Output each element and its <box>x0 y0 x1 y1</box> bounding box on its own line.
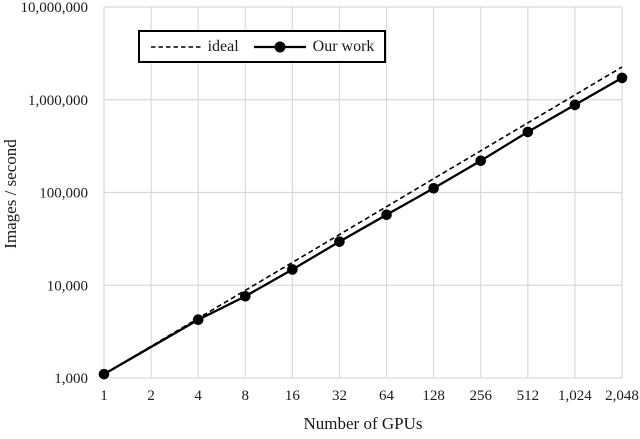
data-point-marker <box>98 368 110 380</box>
data-point-marker <box>239 291 251 302</box>
x-tick-label: 2,048 <box>605 388 639 404</box>
legend-item-ideal: ideal <box>150 38 239 56</box>
x-tick-label: 8 <box>242 388 250 404</box>
y-tick-label: 100,000 <box>39 186 88 202</box>
x-tick-label: 1 <box>100 388 108 404</box>
x-tick-label: 2 <box>147 388 155 404</box>
data-point-marker <box>616 72 628 84</box>
data-point-marker <box>569 99 581 111</box>
x-tick-label: 4 <box>194 388 202 404</box>
y-tick-label: 1,000,000 <box>28 93 88 109</box>
x-tick-label: 16 <box>285 388 301 404</box>
data-point-marker <box>334 236 345 247</box>
data-point-marker <box>428 182 439 194</box>
x-tick-label: 256 <box>469 388 492 404</box>
legend-label-our-work: Our work <box>312 37 375 55</box>
data-point-marker <box>192 314 204 326</box>
x-tick-label: 512 <box>517 388 540 404</box>
solid-line-marker-icon <box>253 41 306 52</box>
legend: ideal Our work <box>138 30 386 63</box>
x-tick-label: 128 <box>422 388 445 404</box>
y-tick-label: 1,000 <box>54 371 88 387</box>
x-tick-label: 32 <box>332 388 347 404</box>
dashed-line-icon <box>150 45 201 48</box>
y-axis-title: Images / second <box>1 139 20 249</box>
x-tick-label: 1,024 <box>558 388 592 404</box>
y-tick-label: 10,000,000 <box>21 0 89 16</box>
data-point-marker <box>522 126 534 138</box>
y-tick-label: 10,000 <box>47 278 88 294</box>
legend-label-ideal: ideal <box>207 37 239 55</box>
series-line-our-work <box>103 76 623 376</box>
x-tick-label: 64 <box>379 388 395 404</box>
data-point-marker <box>381 209 392 221</box>
x-axis-title: Number of GPUs <box>303 414 423 433</box>
data-point-marker <box>287 264 298 275</box>
legend-item-our-work: Our work <box>253 37 375 56</box>
data-point-marker <box>475 155 487 167</box>
